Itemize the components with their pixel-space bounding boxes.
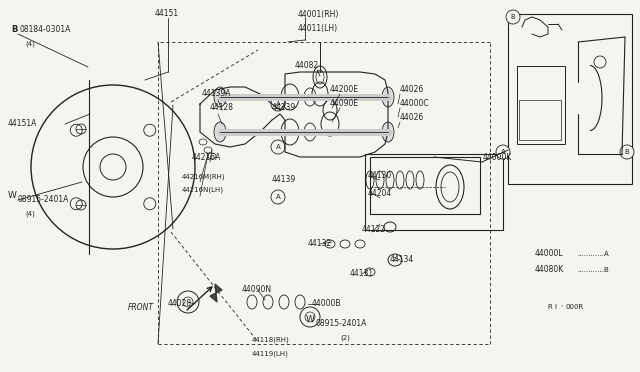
Text: 44200E: 44200E — [330, 86, 359, 94]
Text: 44090E: 44090E — [330, 99, 359, 109]
Text: 44128: 44128 — [210, 103, 234, 112]
Text: 44090N: 44090N — [242, 285, 272, 295]
Text: R I: R I — [548, 304, 557, 310]
Circle shape — [271, 140, 285, 154]
Text: 44216N(LH): 44216N(LH) — [182, 187, 224, 193]
Text: W: W — [8, 192, 17, 201]
Ellipse shape — [382, 122, 394, 142]
Text: A: A — [276, 194, 280, 200]
Text: W: W — [306, 315, 315, 324]
Text: 44000B: 44000B — [312, 299, 342, 308]
Text: B: B — [511, 14, 515, 20]
Text: 44130: 44130 — [368, 171, 392, 180]
Text: FRONT: FRONT — [128, 302, 154, 311]
Circle shape — [271, 190, 285, 204]
Text: ’: ’ — [560, 304, 562, 310]
Text: 44000L: 44000L — [535, 250, 564, 259]
Text: 44216M(RH): 44216M(RH) — [182, 174, 226, 180]
Circle shape — [271, 97, 285, 111]
Text: 08915-2401A: 08915-2401A — [18, 196, 69, 205]
Text: 44000C: 44000C — [400, 99, 429, 109]
Text: ............B: ............B — [577, 267, 609, 273]
Text: 44151A: 44151A — [8, 119, 37, 128]
Text: 44028: 44028 — [168, 299, 192, 308]
Text: 44118(RH): 44118(RH) — [252, 337, 290, 343]
Text: 44139: 44139 — [272, 176, 296, 185]
Text: 44134: 44134 — [390, 256, 414, 264]
Text: 44139A: 44139A — [202, 90, 232, 99]
Text: 44026: 44026 — [400, 113, 424, 122]
Text: (4): (4) — [25, 211, 35, 217]
Text: 08915-2401A: 08915-2401A — [316, 320, 367, 328]
Text: B: B — [625, 149, 629, 155]
Ellipse shape — [214, 122, 226, 142]
Text: 44001(RH): 44001(RH) — [298, 10, 339, 19]
Text: A: A — [276, 144, 280, 150]
Text: 44000K: 44000K — [483, 153, 513, 161]
Text: A: A — [276, 101, 280, 107]
Text: (2): (2) — [340, 335, 350, 341]
Polygon shape — [210, 284, 222, 302]
Text: 44026: 44026 — [400, 86, 424, 94]
Circle shape — [496, 145, 510, 159]
Ellipse shape — [214, 87, 226, 107]
Ellipse shape — [382, 87, 394, 107]
Text: 44151: 44151 — [155, 10, 179, 19]
Text: A: A — [500, 149, 506, 155]
Text: 08184-0301A: 08184-0301A — [20, 26, 72, 35]
Text: 44082: 44082 — [295, 61, 319, 71]
Text: 44080K: 44080K — [535, 266, 564, 275]
Text: 44011(LH): 44011(LH) — [298, 23, 338, 32]
Text: 44216A: 44216A — [192, 153, 221, 161]
Text: ............A: ............A — [577, 251, 609, 257]
Text: (4): (4) — [25, 41, 35, 47]
Circle shape — [506, 10, 520, 24]
Text: 44119(LH): 44119(LH) — [252, 351, 289, 357]
Text: B: B — [11, 26, 17, 35]
Circle shape — [620, 145, 634, 159]
Text: 44132: 44132 — [308, 240, 332, 248]
Text: 000R: 000R — [566, 304, 584, 310]
Text: 44139: 44139 — [272, 103, 296, 112]
Text: 44204: 44204 — [368, 189, 392, 199]
Text: 44122: 44122 — [362, 225, 386, 234]
Text: 44131: 44131 — [350, 269, 374, 279]
